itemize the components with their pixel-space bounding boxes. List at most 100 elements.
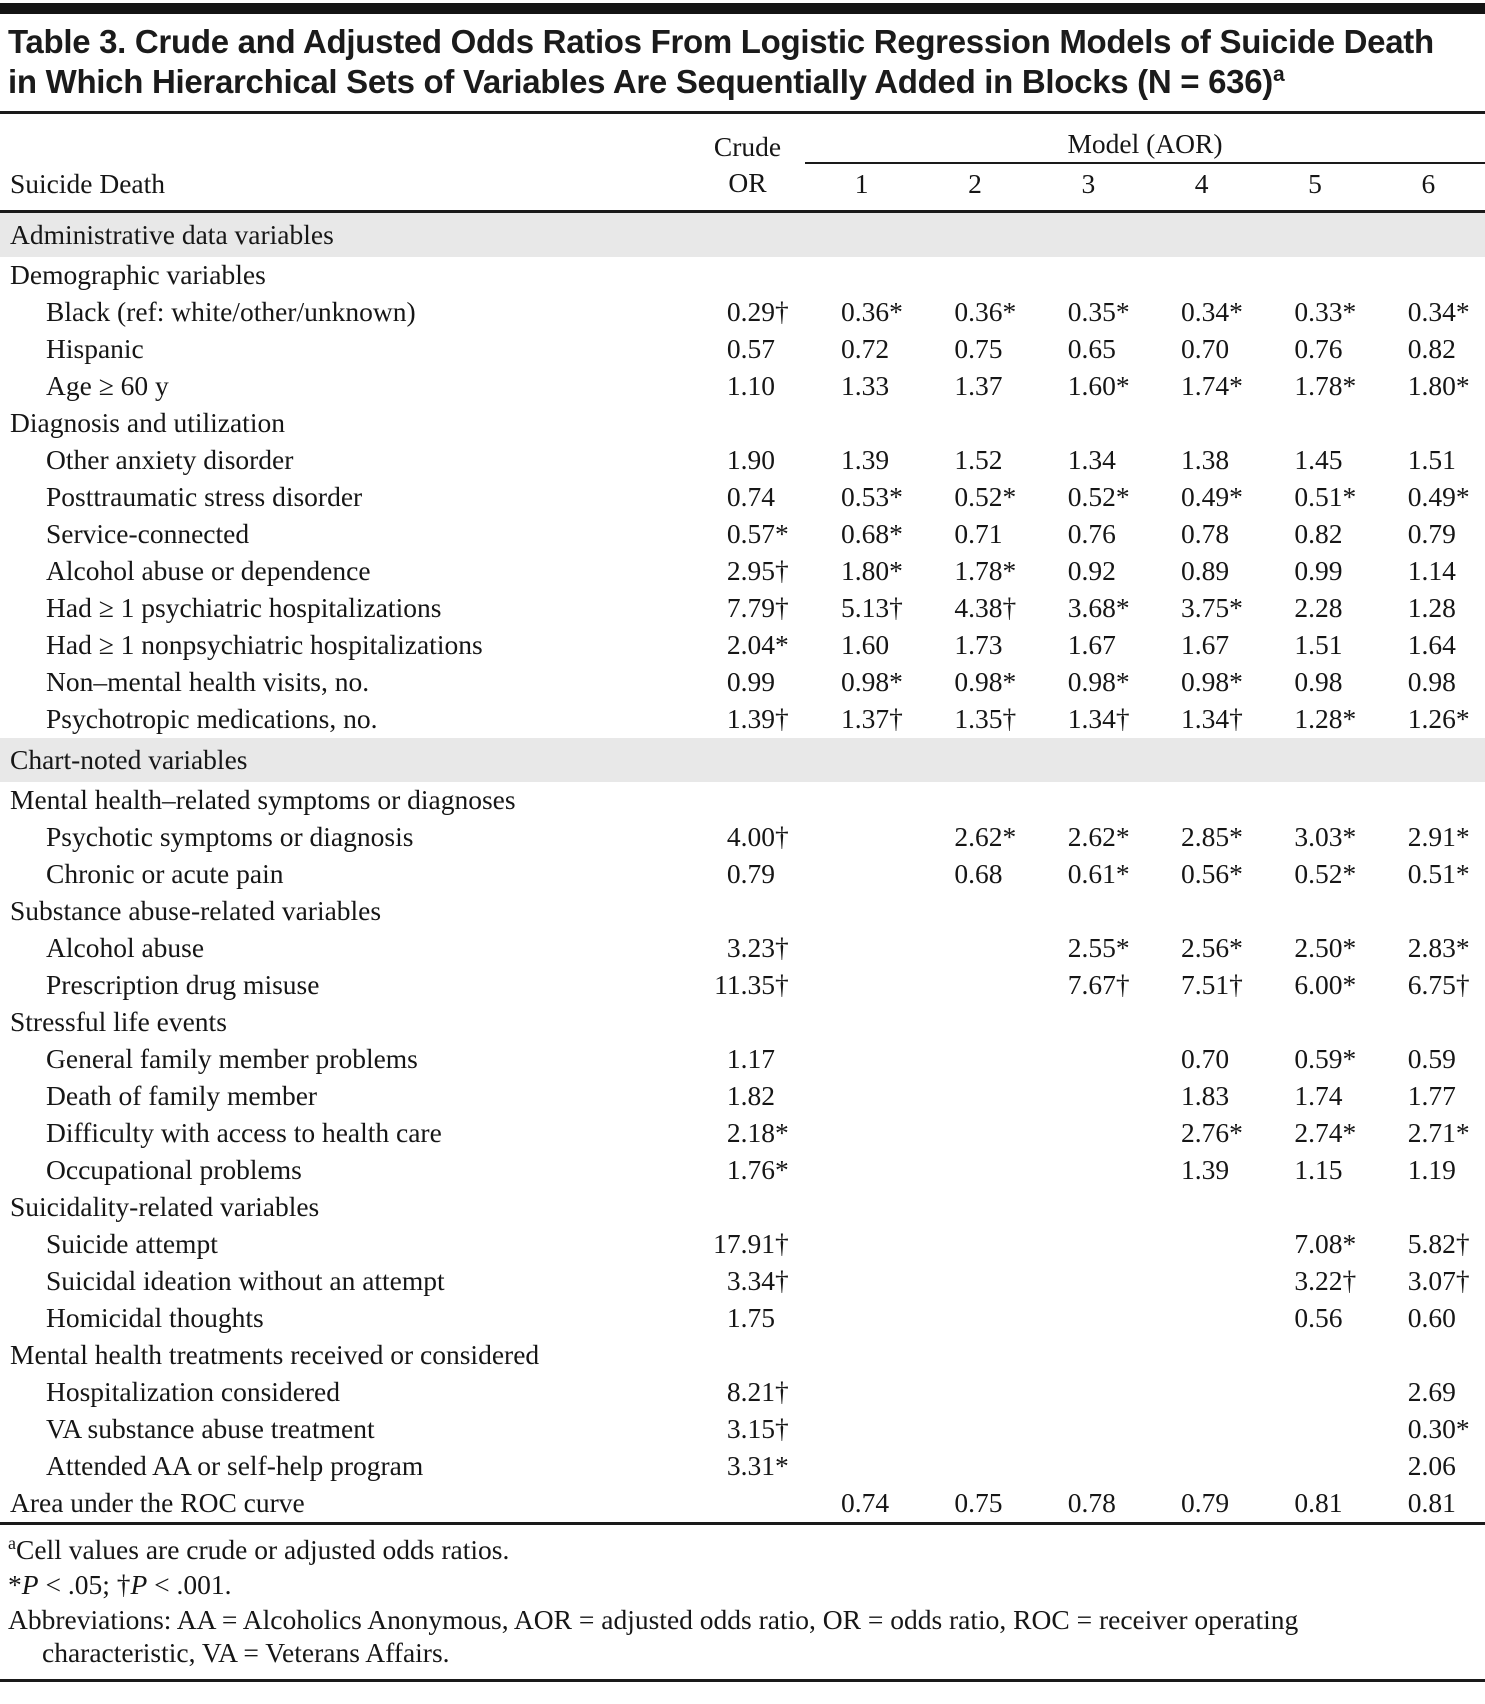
or-value: 5.13†: [841, 592, 903, 623]
table-row: Mental health treatments received or con…: [0, 1337, 1485, 1374]
table-row: Hospitalization considered 8.21† 2.69: [0, 1374, 1485, 1411]
or-value: 7.67†: [1067, 969, 1130, 1000]
or-value: 0.57*: [726, 518, 789, 549]
or-value: 0.74: [726, 481, 775, 512]
table-row: Death of family member 1.82 1.83 1.74 1.77: [0, 1078, 1485, 1115]
odds-ratio-table: Crude Model (AOR) Suicide Death OR 1 2 3…: [0, 113, 1485, 1525]
or-value: 3.34†: [726, 1265, 789, 1296]
row-label: Hospitalization considered: [46, 1376, 341, 1407]
table-row: Suicidal ideation without an attempt 3.34…: [0, 1263, 1485, 1300]
or-value: 0.98: [1294, 666, 1343, 697]
or-value: [918, 1041, 1031, 1078]
table-row: Substance abuse-related variables: [0, 893, 1485, 930]
section-header: Chart-noted variables: [0, 737, 1485, 782]
table-row: Diagnosis and utilization: [0, 405, 1485, 442]
or-value: [805, 1115, 918, 1152]
or-value: 1.17: [726, 1043, 775, 1074]
or-value: 1.52: [954, 444, 1003, 475]
or-value: [1032, 1448, 1145, 1485]
table-row: General family member problems 1.17 0.70 0.…: [0, 1041, 1485, 1078]
title-footnote-marker: a: [1272, 63, 1285, 87]
or-value: 0.53*: [841, 481, 903, 512]
or-value: 1.75: [726, 1302, 775, 1333]
subsection-header: Diagnosis and utilization: [10, 407, 285, 438]
or-value: [805, 819, 918, 856]
or-value: [918, 1411, 1031, 1448]
row-label: General family member problems: [46, 1043, 418, 1074]
table-row: Attended AA or self-help program 3.31* 2.0…: [0, 1448, 1485, 1485]
or-value: [1032, 1078, 1145, 1115]
or-value: [1032, 1226, 1145, 1263]
row-label: Alcohol abuse or dependence: [46, 555, 371, 586]
or-value: 0.98: [1407, 666, 1456, 697]
or-value: 0.52*: [954, 481, 1017, 512]
row-label: Occupational problems: [46, 1154, 302, 1185]
or-value: 1.39†: [726, 703, 789, 734]
row-label: Suicidal ideation without an attempt: [46, 1265, 445, 1296]
subsection-header: Substance abuse-related variables: [10, 895, 382, 926]
or-value: [1145, 1374, 1258, 1411]
or-value: [1258, 1374, 1371, 1411]
or-value: [1032, 1152, 1145, 1189]
or-value: 1.82: [726, 1080, 775, 1111]
header-spacer: [0, 114, 690, 163]
crude-or-header-line1: Crude: [713, 130, 782, 162]
model-column-5: 5: [1258, 162, 1372, 213]
or-value: 1.90: [726, 444, 775, 475]
or-value: 1.10: [726, 370, 775, 401]
table-row: Mental health–related symptoms or diagno…: [0, 782, 1485, 819]
or-value: 0.78: [1067, 1487, 1116, 1518]
model-column-4: 4: [1144, 162, 1259, 213]
or-value: 0.59: [1407, 1043, 1456, 1074]
or-value: 2.69: [1407, 1376, 1456, 1407]
or-value: [918, 1374, 1031, 1411]
or-value: [690, 1485, 805, 1524]
or-value: 0.56*: [1181, 858, 1243, 889]
or-value: 1.37†: [841, 703, 903, 734]
or-value: 0.74: [841, 1487, 890, 1518]
or-value: 2.71*: [1407, 1117, 1470, 1148]
or-value: 2.95†: [726, 555, 789, 586]
or-value: 2.76*: [1181, 1117, 1243, 1148]
or-value: 0.75: [954, 333, 1003, 364]
or-value: 0.89: [1181, 555, 1230, 586]
table-row: Psychotropic medications, no. 1.39† 1.37† 1…: [0, 701, 1485, 738]
or-value: [1032, 1300, 1145, 1337]
abbreviations-note: Abbreviations: AA = Alcoholics Anonymous…: [8, 1603, 1299, 1668]
row-label: Alcohol abuse: [46, 932, 205, 963]
table-row: Occupational problems 1.76* 1.39 1.15 1.19: [0, 1152, 1485, 1189]
or-value: 1.78*: [1294, 370, 1357, 401]
or-value: 3.22†: [1294, 1265, 1357, 1296]
or-value: 0.79: [1407, 518, 1456, 549]
table-row: Administrative data variables: [0, 211, 1485, 257]
or-value: 0.34*: [1181, 296, 1243, 327]
subsection-header: Suicidality-related variables: [10, 1191, 320, 1222]
or-value: 0.82: [1294, 518, 1343, 549]
or-value: 2.62*: [954, 821, 1017, 852]
header-row-group: Crude Model (AOR): [0, 113, 1485, 164]
or-value: 3.75*: [1181, 592, 1243, 623]
row-label: Hispanic: [46, 333, 144, 364]
or-value: 0.98*: [1181, 666, 1243, 697]
or-value: 1.34†: [1181, 703, 1243, 734]
table-row: Other anxiety disorder 1.90 1.39 1.52 1.34 1.…: [0, 442, 1485, 479]
or-value: 1.67: [1181, 629, 1230, 660]
or-value: 1.74: [1294, 1080, 1343, 1111]
table-row: Hispanic 0.57 0.72 0.75 0.65 0.70 0.76 0.82: [0, 331, 1485, 368]
or-value: [1032, 1115, 1145, 1152]
or-value: 3.15†: [726, 1413, 789, 1444]
or-value: 0.35*: [1067, 296, 1130, 327]
subsection-header: Demographic variables: [10, 259, 266, 290]
or-value: 0.99: [726, 666, 775, 697]
or-value: [805, 930, 918, 967]
table-row: Age ≥ 60 y 1.10 1.33 1.37 1.60* 1.74* 1.78* 1.8…: [0, 368, 1485, 405]
table-title-line2: in Which Hierarchical Sets of Variables …: [8, 63, 1285, 101]
or-value: [1032, 1411, 1145, 1448]
row-label: Service-connected: [46, 518, 250, 549]
or-value: 2.56*: [1181, 932, 1243, 963]
row-label: Black (ref: white/other/unknown): [46, 296, 416, 327]
or-value: [918, 1226, 1031, 1263]
or-value: [805, 1078, 918, 1115]
or-value: 0.52*: [1294, 858, 1357, 889]
top-rule: [0, 3, 1485, 14]
